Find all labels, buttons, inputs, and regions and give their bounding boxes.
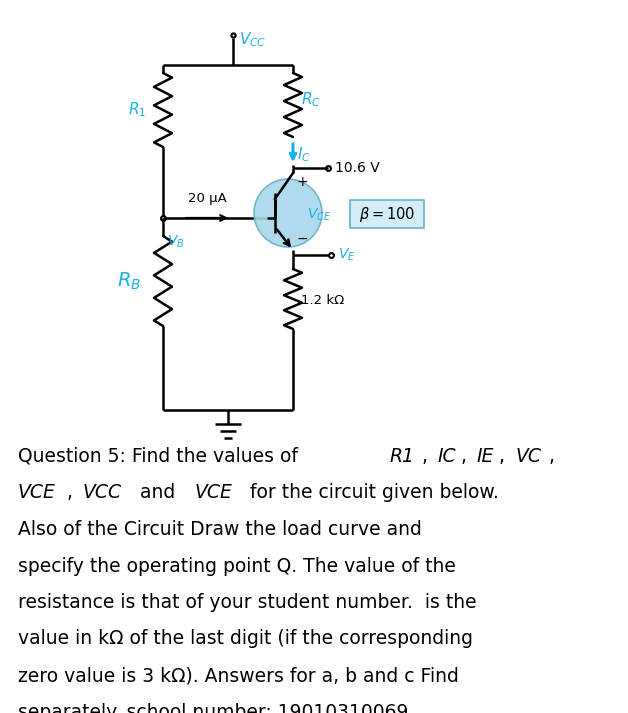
Text: 10.6 V: 10.6 V [335, 161, 380, 175]
Text: 20 μA: 20 μA [188, 192, 226, 205]
Text: ,: , [549, 447, 555, 466]
Text: IE: IE [477, 447, 494, 466]
Text: ,: , [462, 447, 474, 466]
Text: specify the operating point Q. The value of the: specify the operating point Q. The value… [18, 557, 456, 575]
Text: VCE: VCE [195, 483, 233, 503]
Text: $R_C$: $R_C$ [301, 91, 321, 109]
Text: IC: IC [437, 447, 456, 466]
Text: VCE: VCE [18, 483, 56, 503]
Text: ,: , [421, 447, 433, 466]
Text: $V_{CE}$: $V_{CE}$ [307, 207, 332, 223]
Text: $V_E$: $V_E$ [338, 247, 355, 263]
Text: Also of the Circuit Draw the load curve and: Also of the Circuit Draw the load curve … [18, 520, 422, 539]
Text: $I_C$: $I_C$ [297, 145, 311, 165]
Text: $R_1$: $R_1$ [128, 101, 146, 119]
Text: ,: , [67, 483, 79, 503]
Text: $R_B$: $R_B$ [117, 270, 141, 292]
Text: VCC: VCC [83, 483, 122, 503]
Text: ,: , [499, 447, 511, 466]
Text: R1: R1 [389, 447, 414, 466]
Text: VC: VC [515, 447, 541, 466]
Text: $\beta = 100$: $\beta = 100$ [359, 205, 415, 223]
Text: +: + [297, 175, 308, 189]
Text: $V_B$: $V_B$ [167, 234, 185, 250]
Text: and: and [134, 483, 181, 503]
Ellipse shape [254, 179, 322, 247]
Text: separately. school number: 19010310069: separately. school number: 19010310069 [18, 702, 408, 713]
Text: −: − [297, 232, 308, 246]
Text: for the circuit given below.: for the circuit given below. [244, 483, 499, 503]
Text: value in kΩ of the last digit (if the corresponding: value in kΩ of the last digit (if the co… [18, 630, 473, 649]
Text: $V_{CC}$: $V_{CC}$ [239, 30, 266, 48]
Text: 1.2 kΩ: 1.2 kΩ [301, 294, 344, 307]
Text: resistance is that of your student number.  is the: resistance is that of your student numbe… [18, 593, 477, 612]
Text: Question 5: Find the values of: Question 5: Find the values of [18, 447, 304, 466]
Text: zero value is 3 kΩ). Answers for a, b and c Find: zero value is 3 kΩ). Answers for a, b an… [18, 666, 459, 685]
FancyBboxPatch shape [350, 200, 424, 228]
